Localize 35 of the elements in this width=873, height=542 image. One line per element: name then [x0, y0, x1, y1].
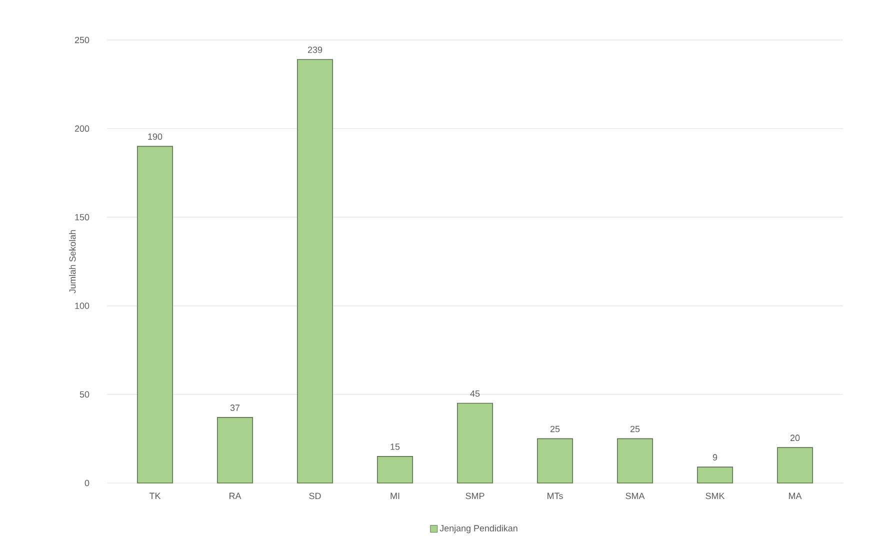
x-tick-label: SD — [309, 492, 321, 500]
x-tick-label: MA — [789, 492, 802, 499]
x-tick-label: TK — [149, 492, 161, 499]
y-axis-title: Jumlah Sekolah — [69, 230, 76, 294]
data-label: 9 — [712, 454, 718, 461]
legend-label: Jenjang Pendidikan — [440, 524, 518, 534]
x-tick-label: SMA — [626, 492, 645, 500]
bar — [217, 417, 253, 484]
data-label: 45 — [470, 390, 480, 397]
bar — [777, 447, 814, 484]
x-tick-label: SMP — [466, 492, 484, 500]
y-tick-label: 200 — [74, 125, 90, 132]
bar — [457, 402, 493, 484]
data-label: 37 — [230, 404, 240, 411]
data-label: 239 — [308, 46, 322, 53]
data-label: 190 — [148, 133, 162, 140]
y-tick-label: 150 — [75, 214, 90, 220]
bar — [377, 456, 413, 484]
x-tick-label: RA — [230, 492, 242, 499]
bar — [137, 146, 173, 484]
bar — [617, 438, 654, 484]
bar — [297, 59, 333, 484]
y-tick-label: 250 — [74, 36, 90, 44]
x-tick-label: MTs — [548, 492, 563, 500]
data-label: 20 — [790, 434, 800, 442]
bar — [537, 438, 573, 484]
y-tick-label: 50 — [80, 391, 90, 398]
data-label: 25 — [630, 426, 640, 432]
x-tick-label: SMK — [706, 492, 725, 500]
data-label: 25 — [550, 426, 560, 432]
data-label: 15 — [390, 444, 400, 450]
bar — [697, 466, 734, 484]
y-tick-label: 0 — [84, 480, 90, 486]
y-tick-label: 100 — [75, 302, 90, 309]
x-tick-label: MI — [390, 492, 400, 499]
